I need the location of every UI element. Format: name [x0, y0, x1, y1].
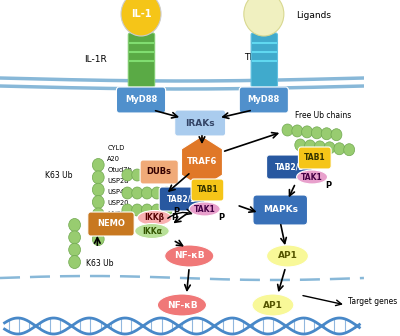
- FancyBboxPatch shape: [253, 195, 308, 225]
- Text: IL-1R: IL-1R: [85, 55, 107, 65]
- Circle shape: [69, 231, 80, 244]
- Text: TAB2/3: TAB2/3: [167, 195, 197, 204]
- Text: AP1: AP1: [263, 300, 283, 309]
- FancyBboxPatch shape: [191, 179, 224, 201]
- FancyBboxPatch shape: [88, 212, 134, 236]
- FancyBboxPatch shape: [159, 187, 205, 211]
- Circle shape: [92, 220, 104, 233]
- Text: Otud7b: Otud7b: [107, 167, 132, 173]
- Circle shape: [321, 128, 332, 140]
- Circle shape: [302, 126, 312, 138]
- Text: NEMO: NEMO: [97, 219, 125, 228]
- Circle shape: [161, 169, 172, 181]
- Circle shape: [132, 169, 143, 181]
- Text: MAPKs: MAPKs: [263, 206, 298, 214]
- FancyBboxPatch shape: [298, 147, 331, 169]
- Circle shape: [142, 204, 152, 216]
- Circle shape: [161, 204, 172, 216]
- Text: TAB2/3: TAB2/3: [274, 163, 304, 171]
- Text: P: P: [172, 213, 178, 222]
- Ellipse shape: [252, 294, 294, 316]
- Circle shape: [344, 144, 355, 156]
- Ellipse shape: [296, 170, 328, 184]
- Text: AP1: AP1: [278, 252, 298, 260]
- Circle shape: [132, 187, 143, 199]
- Text: MyD88: MyD88: [125, 95, 157, 104]
- Circle shape: [282, 124, 293, 136]
- Text: IKKβ: IKKβ: [145, 213, 165, 222]
- Text: MYSM1: MYSM1: [107, 211, 131, 217]
- FancyBboxPatch shape: [175, 110, 226, 136]
- Ellipse shape: [137, 210, 172, 225]
- Circle shape: [304, 140, 316, 152]
- Circle shape: [142, 187, 152, 199]
- Text: MyD88: MyD88: [248, 95, 280, 104]
- Circle shape: [292, 125, 303, 137]
- Circle shape: [334, 143, 345, 155]
- Circle shape: [92, 171, 104, 184]
- Text: Free Ub chains: Free Ub chains: [295, 111, 351, 120]
- Circle shape: [121, 0, 161, 36]
- Ellipse shape: [189, 202, 220, 216]
- Circle shape: [122, 187, 133, 199]
- Circle shape: [151, 187, 162, 199]
- Text: DUBs: DUBs: [147, 168, 172, 176]
- Circle shape: [244, 0, 284, 36]
- FancyBboxPatch shape: [266, 155, 312, 179]
- Circle shape: [92, 159, 104, 171]
- FancyBboxPatch shape: [140, 160, 178, 184]
- Circle shape: [142, 169, 152, 181]
- Text: USP4: USP4: [107, 189, 125, 195]
- Text: Ligands: Ligands: [296, 10, 331, 19]
- Circle shape: [69, 243, 80, 256]
- FancyBboxPatch shape: [239, 87, 288, 113]
- Text: IKKα: IKKα: [142, 226, 162, 236]
- FancyBboxPatch shape: [128, 33, 155, 87]
- Text: K63 Ub: K63 Ub: [86, 258, 114, 267]
- Text: P: P: [325, 180, 332, 190]
- Circle shape: [151, 204, 162, 216]
- Circle shape: [122, 169, 133, 181]
- FancyBboxPatch shape: [251, 33, 278, 87]
- Text: IRAKs: IRAKs: [185, 119, 215, 127]
- Circle shape: [132, 204, 143, 216]
- Circle shape: [69, 256, 80, 268]
- Circle shape: [92, 183, 104, 196]
- Ellipse shape: [157, 294, 206, 316]
- Text: TRAF6: TRAF6: [187, 158, 217, 167]
- Text: P: P: [218, 212, 224, 221]
- Circle shape: [161, 187, 172, 199]
- Text: USP20: USP20: [107, 200, 129, 206]
- FancyBboxPatch shape: [116, 87, 166, 113]
- Ellipse shape: [266, 245, 308, 267]
- Text: K63 Ub: K63 Ub: [45, 170, 73, 179]
- Text: NF-κB: NF-κB: [174, 252, 204, 260]
- Circle shape: [122, 204, 133, 216]
- Text: P: P: [174, 208, 180, 216]
- Text: TAK1: TAK1: [194, 205, 216, 213]
- Text: IL-1: IL-1: [131, 9, 151, 19]
- Text: Target genes: Target genes: [348, 297, 398, 306]
- Ellipse shape: [135, 223, 169, 239]
- Polygon shape: [182, 136, 222, 188]
- Text: TAK1: TAK1: [301, 172, 323, 181]
- Circle shape: [151, 169, 162, 181]
- Circle shape: [92, 208, 104, 221]
- Circle shape: [92, 233, 104, 246]
- Circle shape: [324, 142, 335, 154]
- Text: TLRs: TLRs: [244, 53, 265, 62]
- Circle shape: [331, 129, 342, 141]
- Circle shape: [295, 139, 306, 151]
- Circle shape: [314, 141, 325, 153]
- Ellipse shape: [165, 245, 214, 267]
- Circle shape: [92, 196, 104, 209]
- Text: TAB1: TAB1: [304, 154, 326, 163]
- Text: TAB1: TAB1: [197, 185, 218, 195]
- Text: USP2a: USP2a: [107, 178, 129, 184]
- Text: NF-κB: NF-κB: [167, 300, 197, 309]
- Text: CYLD: CYLD: [107, 145, 125, 151]
- Circle shape: [69, 218, 80, 232]
- Circle shape: [312, 127, 322, 139]
- Text: A20: A20: [107, 156, 120, 162]
